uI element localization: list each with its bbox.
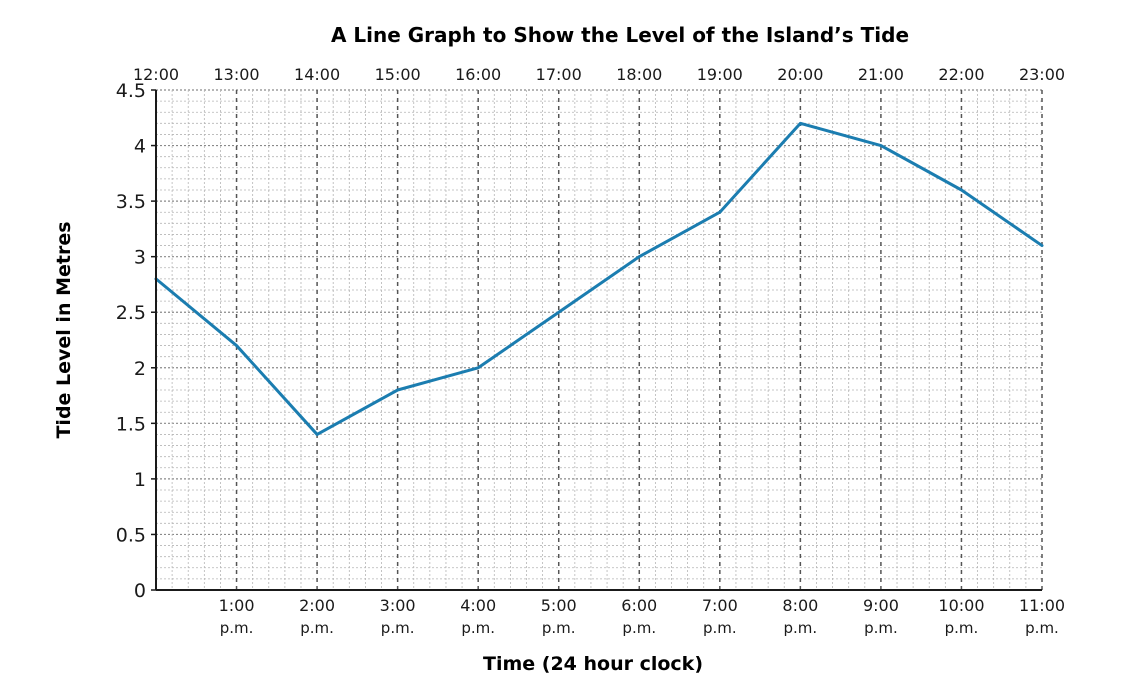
- x-bottom-tick-suffix: p.m.: [381, 619, 415, 637]
- y-tick-label: 4.5: [116, 80, 146, 102]
- y-tick-label: 3.5: [116, 191, 146, 213]
- x-bottom-tick-label: 9:00: [863, 596, 899, 615]
- x-top-tick-label: 13:00: [213, 65, 259, 84]
- y-axis-title: Tide Level in Metres: [53, 221, 75, 438]
- y-tick-label: 0: [134, 580, 146, 602]
- x-bottom-tick-label: 3:00: [380, 596, 416, 615]
- y-tick-label: 1.5: [116, 413, 146, 435]
- x-bottom-tick-label: 6:00: [621, 596, 657, 615]
- y-tick-label: 2: [134, 358, 146, 380]
- x-bottom-tick-suffix: p.m.: [703, 619, 737, 637]
- x-bottom-tick-label: 11:00: [1019, 596, 1065, 615]
- x-top-tick-label: 15:00: [375, 65, 421, 84]
- y-tick-label: 1: [134, 469, 146, 491]
- x-bottom-tick-suffix: p.m.: [784, 619, 818, 637]
- x-axis-title: Time (24 hour clock): [483, 653, 703, 675]
- x-top-tick-label: 22:00: [938, 65, 984, 84]
- x-bottom-tick-suffix: p.m.: [220, 619, 254, 637]
- x-top-tick-label: 21:00: [858, 65, 904, 84]
- series-layer: [154, 121, 1044, 436]
- x-bottom-tick-suffix: p.m.: [542, 619, 576, 637]
- x-top-tick-label: 18:00: [616, 65, 662, 84]
- tide-level-line: [154, 121, 1044, 436]
- x-top-tick-label: 23:00: [1019, 65, 1065, 84]
- x-top-tick-label: 17:00: [536, 65, 582, 84]
- x-bottom-tick-suffix: p.m.: [461, 619, 495, 637]
- x-top-tick-label: 20:00: [777, 65, 823, 84]
- x-bottom-tick-label: 1:00: [219, 596, 255, 615]
- x-bottom-tick-suffix: p.m.: [622, 619, 656, 637]
- y-tick-label: 0.5: [116, 524, 146, 546]
- x-bottom-tick-label: 5:00: [541, 596, 577, 615]
- grid: [156, 89, 1043, 590]
- x-bottom-tick-suffix: p.m.: [864, 619, 898, 637]
- x-bottom-tick-label: 2:00: [299, 596, 335, 615]
- y-tick-label: 2.5: [116, 302, 146, 324]
- x-top-tick-label: 19:00: [697, 65, 743, 84]
- x-top-tick-label: 12:00: [133, 65, 179, 84]
- tick-labels: 0 0.5 1 1.5 2 2.5 3 3.5 4 4.512:00 13:00 14:00 15:00…: [116, 65, 1065, 637]
- y-tick-label: 4: [134, 136, 146, 158]
- x-bottom-tick-label: 8:00: [782, 596, 818, 615]
- x-bottom-tick-label: 4:00: [460, 596, 496, 615]
- x-bottom-tick-label: 10:00: [938, 596, 984, 615]
- x-bottom-tick-suffix: p.m.: [1025, 619, 1059, 637]
- y-tick-label: 3: [134, 247, 146, 269]
- x-bottom-tick-suffix: p.m.: [945, 619, 979, 637]
- x-bottom-tick-suffix: p.m.: [300, 619, 334, 637]
- chart-title: A Line Graph to Show the Level of the Is…: [331, 23, 909, 47]
- x-top-tick-label: 14:00: [294, 65, 340, 84]
- x-bottom-tick-label: 7:00: [702, 596, 738, 615]
- x-top-tick-label: 16:00: [455, 65, 501, 84]
